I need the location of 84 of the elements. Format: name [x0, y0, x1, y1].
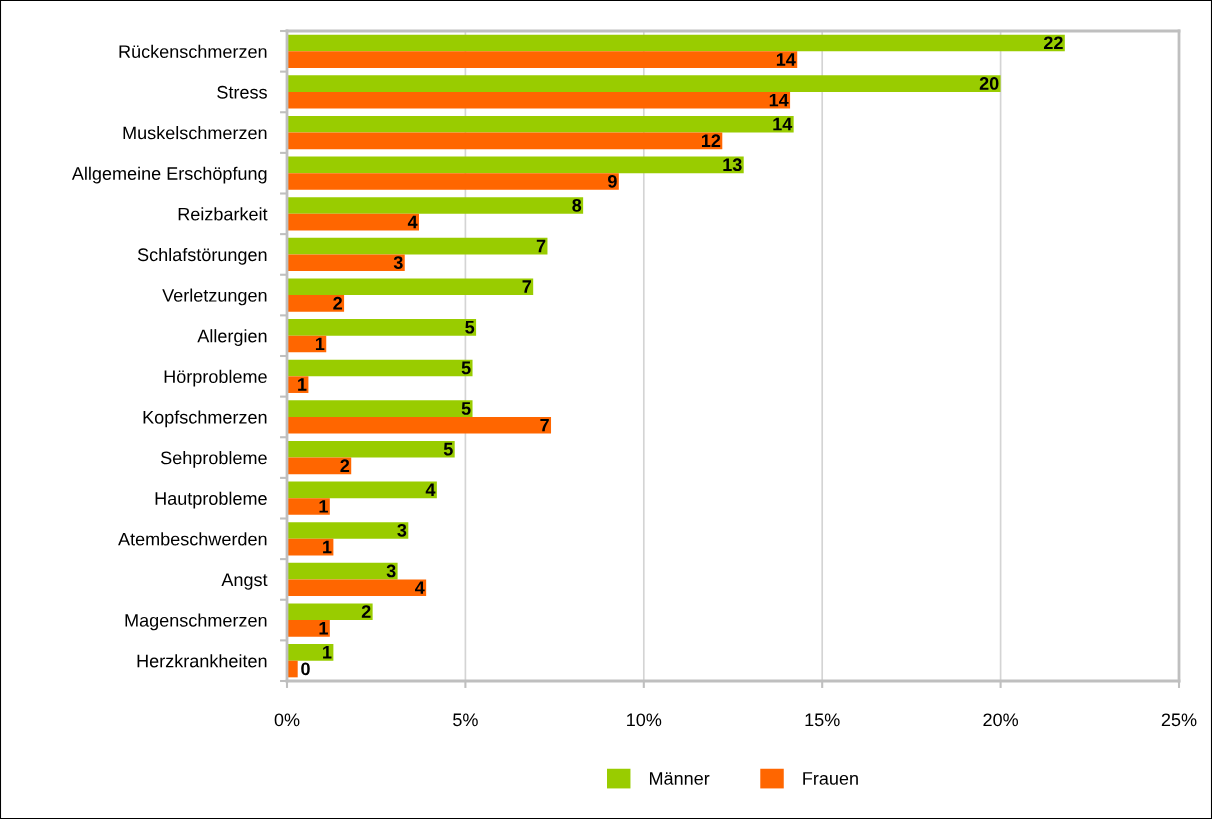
bar: [287, 400, 473, 417]
y-tick-label: Verletzungen: [162, 288, 267, 306]
x-tick-label: 10%: [627, 713, 662, 727]
data-label: 1: [319, 500, 328, 513]
bar: [287, 156, 744, 174]
bar: [287, 51, 798, 68]
y-tick-label: Sehprobleme: [160, 451, 267, 468]
y-tick-label: Reizbarkeit: [178, 207, 268, 221]
x-tick-label: 25%: [1161, 713, 1197, 727]
bar: [287, 295, 345, 312]
data-label: 1: [319, 622, 328, 635]
data-label: 5: [465, 321, 475, 334]
data-label: 9: [608, 174, 617, 188]
data-label: 14: [776, 53, 796, 66]
data-label: 14: [769, 93, 789, 107]
x-tick-label: 5%: [453, 713, 478, 727]
data-label: 14: [773, 117, 793, 131]
data-label: 5: [443, 442, 453, 456]
y-tick-label: Allergien: [197, 329, 267, 346]
x-tick-label: 20%: [983, 713, 1019, 727]
bar: [287, 132, 723, 150]
data-label: 1: [298, 378, 307, 391]
bar: [287, 562, 398, 580]
data-label: 7: [540, 418, 549, 432]
data-label: 2: [361, 605, 371, 618]
data-label: 7: [536, 239, 546, 253]
data-label: 7: [522, 280, 532, 293]
bar: [287, 522, 409, 539]
data-label: 4: [407, 215, 418, 229]
y-tick-label: Angst: [221, 573, 268, 590]
bar: [287, 498, 330, 515]
bar: [287, 620, 330, 637]
data-label: 2: [340, 459, 350, 472]
data-label: 13: [723, 158, 742, 172]
bar: [287, 91, 791, 109]
data-label: 3: [386, 564, 396, 578]
bar: [287, 173, 619, 190]
bar: [287, 603, 373, 621]
data-label: 4: [415, 581, 425, 594]
y-tick-label: Allgemeine Erschöpfung: [71, 166, 267, 184]
bar: [287, 319, 477, 336]
bar: [287, 75, 1001, 92]
data-label: 2: [333, 296, 342, 310]
bar: [287, 197, 584, 214]
data-label: 8: [572, 198, 582, 212]
data-label: 12: [701, 134, 721, 147]
y-tick-label: Kopfschmerzen: [143, 410, 267, 428]
y-tick-label: Magenschmerzen: [125, 613, 267, 631]
y-tick-label: Stress: [217, 85, 267, 99]
bar: [287, 660, 298, 678]
bar: [287, 359, 473, 377]
y-tick-label: Hörprobleme: [164, 369, 267, 387]
data-label: 4: [425, 483, 436, 496]
y-tick-label: Hautprobleme: [155, 491, 267, 509]
bar: [287, 34, 1065, 52]
x-tick-label: 15%: [805, 713, 840, 727]
bar: [287, 416, 552, 434]
bar: [287, 481, 437, 499]
bar: [287, 579, 427, 597]
data-label: 1: [315, 337, 325, 351]
data-label: 0: [301, 662, 310, 676]
legend-label: Männer: [650, 772, 710, 785]
x-tick-label: 0%: [274, 713, 300, 727]
bar: [287, 115, 794, 133]
y-tick-label: Rückenschmerzen: [119, 44, 267, 59]
data-label: 1: [323, 540, 332, 554]
data-label: 3: [397, 523, 407, 537]
y-tick-label: Atembeschwerden: [118, 532, 267, 546]
data-label: 22: [1043, 36, 1063, 50]
y-tick-label: Herzkrankheiten: [137, 654, 267, 668]
data-label: 5: [461, 361, 471, 375]
bar: [287, 278, 534, 296]
bar: [287, 440, 455, 458]
bar: [287, 644, 334, 661]
legend-label: Frauen: [803, 772, 858, 785]
y-tick-label: Schlafstörungen: [137, 247, 267, 265]
bar: [287, 213, 420, 231]
data-label: 3: [393, 256, 403, 270]
bar: [287, 254, 405, 272]
bar: [287, 237, 548, 255]
data-label: 5: [461, 402, 471, 415]
data-label: 1: [323, 646, 332, 659]
data-label: 20: [979, 77, 999, 90]
y-tick-label: Muskelschmerzen: [123, 126, 267, 140]
